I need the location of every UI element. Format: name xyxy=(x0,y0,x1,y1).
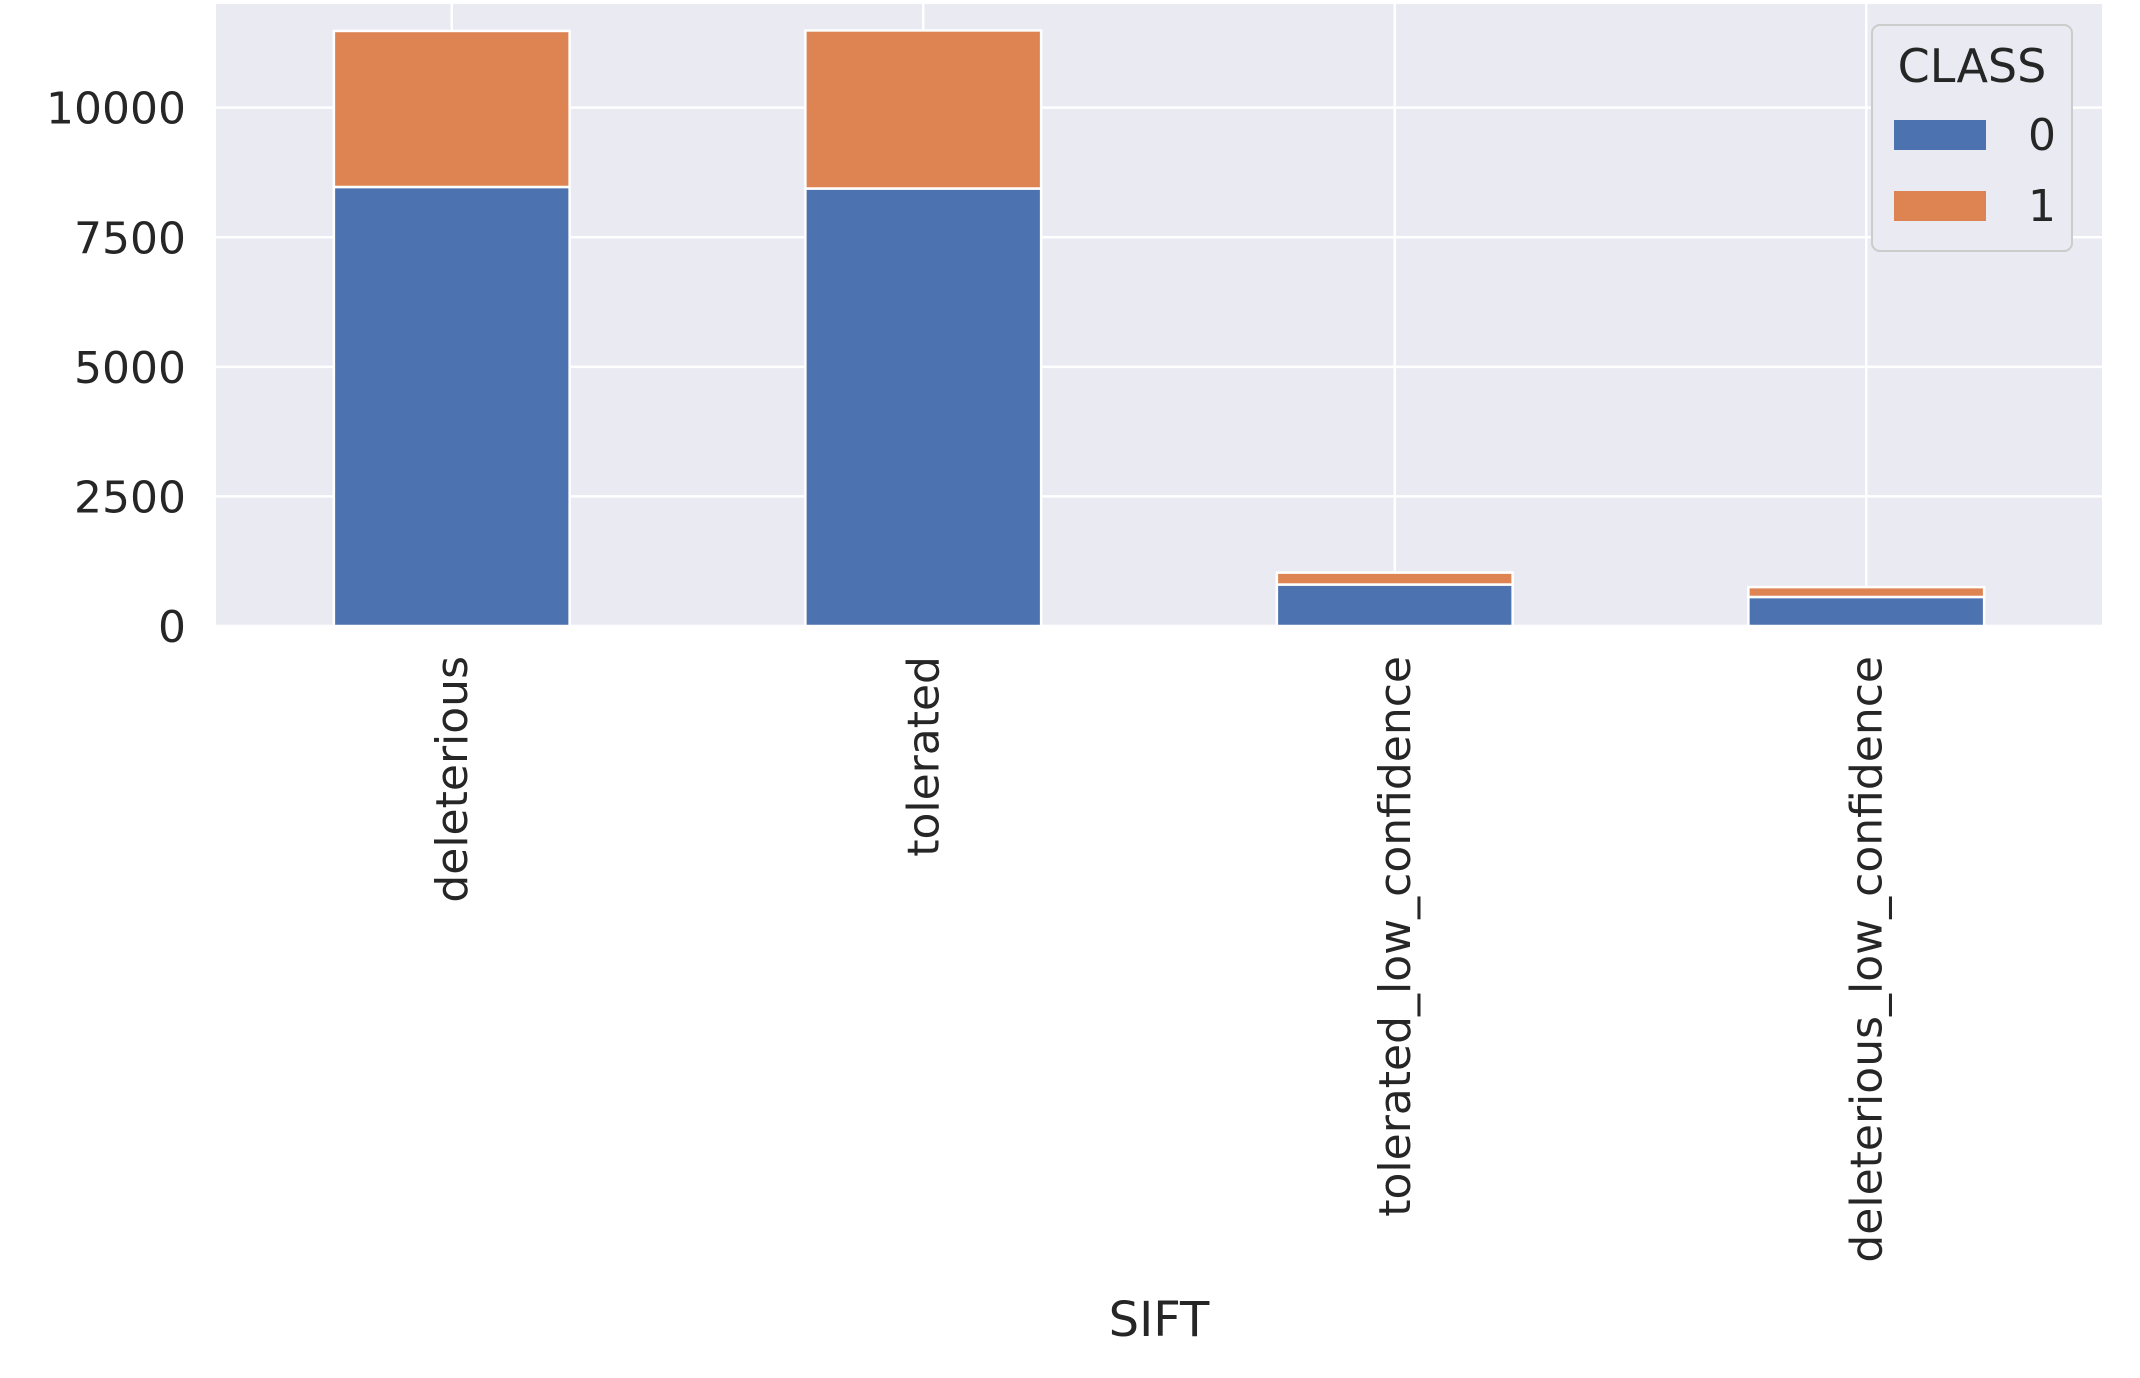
bar-tolerated_low_confidence-class-1 xyxy=(1275,571,1514,586)
y-tick-label: 10000 xyxy=(46,84,186,135)
bar-deleterious_low_confidence-class-1 xyxy=(1747,585,1986,599)
y-tick-label: 2500 xyxy=(74,472,186,523)
bars xyxy=(332,29,1986,628)
legend: CLASS 01 xyxy=(1871,24,2073,252)
x-tick-label: deleterious xyxy=(427,656,478,903)
bar-deleterious_low_confidence-class-0 xyxy=(1747,595,1986,628)
y-tick-label: 5000 xyxy=(74,343,186,394)
legend-title: CLASS xyxy=(1898,39,2047,93)
x-axis-tick-labels: deleterious tolerated tolerated_low_confid… xyxy=(427,656,1893,1263)
legend-swatch-class-1 xyxy=(1894,191,1986,221)
bar-tolerated-class-1 xyxy=(804,29,1043,190)
legend-label-class-0: 0 xyxy=(2028,110,2056,161)
bar-tolerated-class-0 xyxy=(804,187,1043,628)
legend-swatch-class-0 xyxy=(1894,120,1986,150)
legend-items: 01 xyxy=(1894,110,2056,232)
y-tick-label: 7500 xyxy=(74,213,186,264)
x-tick-label: deleterious_low_confidence xyxy=(1841,656,1892,1263)
bar-deleterious-class-1 xyxy=(332,29,571,189)
y-tick-label: 0 xyxy=(158,602,186,653)
y-axis-tick-labels: 0 2500 5000 7500 10000 xyxy=(46,84,186,653)
x-axis-label: SIFT xyxy=(1109,1292,1210,1348)
x-tick-label: tolerated xyxy=(898,656,949,857)
bar-deleterious-class-0 xyxy=(332,185,571,628)
legend-label-class-1: 1 xyxy=(2028,181,2056,232)
bar-tolerated_low_confidence-class-0 xyxy=(1275,583,1514,628)
x-tick-label: tolerated_low_confidence xyxy=(1370,656,1421,1217)
